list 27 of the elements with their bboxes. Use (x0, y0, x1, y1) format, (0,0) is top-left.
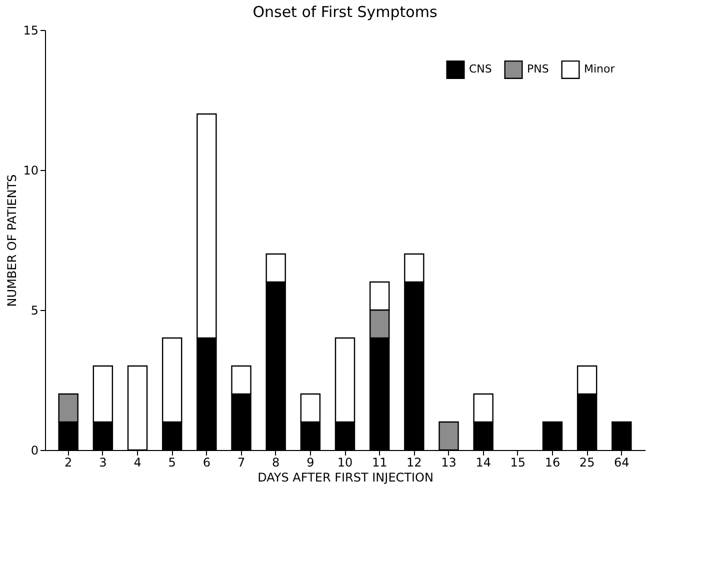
x-tick-label: 7 (237, 456, 246, 470)
x-tick-label: 13 (441, 456, 456, 470)
legend-label: PNS (527, 62, 549, 76)
x-tick-label: 14 (476, 456, 491, 470)
legend-label: CNS (469, 62, 492, 76)
y-tick-label: 15 (23, 24, 38, 38)
x-tick-label: 2 (64, 456, 72, 470)
legend-label: Minor (584, 62, 616, 76)
x-axis-title: DAYS AFTER FIRST INJECTION (258, 470, 434, 484)
y-tick-label: 0 (30, 444, 38, 458)
x-tick-label: 25 (579, 456, 595, 470)
x-tick-label: 10 (337, 456, 353, 470)
x-tick-label: 12 (406, 456, 422, 470)
x-tick-label: 6 (202, 456, 210, 470)
x-tick-label: 11 (372, 456, 388, 470)
x-tick-label: 4 (134, 456, 142, 470)
x-tick-label: 64 (614, 456, 630, 470)
x-tick-label: 15 (510, 456, 526, 470)
y-tick-label: 5 (30, 304, 38, 318)
x-tick-label: 9 (306, 456, 314, 470)
x-tick-label: 16 (544, 456, 560, 470)
x-tick-label: 5 (168, 456, 176, 470)
x-tick-label: 8 (272, 456, 280, 470)
x-tick-label: 3 (99, 456, 107, 470)
y-axis-title: NUMBER OF PATIENTS (5, 174, 20, 307)
y-tick-label: 10 (23, 164, 38, 178)
chart-title: Onset of First Symptoms (252, 3, 438, 21)
